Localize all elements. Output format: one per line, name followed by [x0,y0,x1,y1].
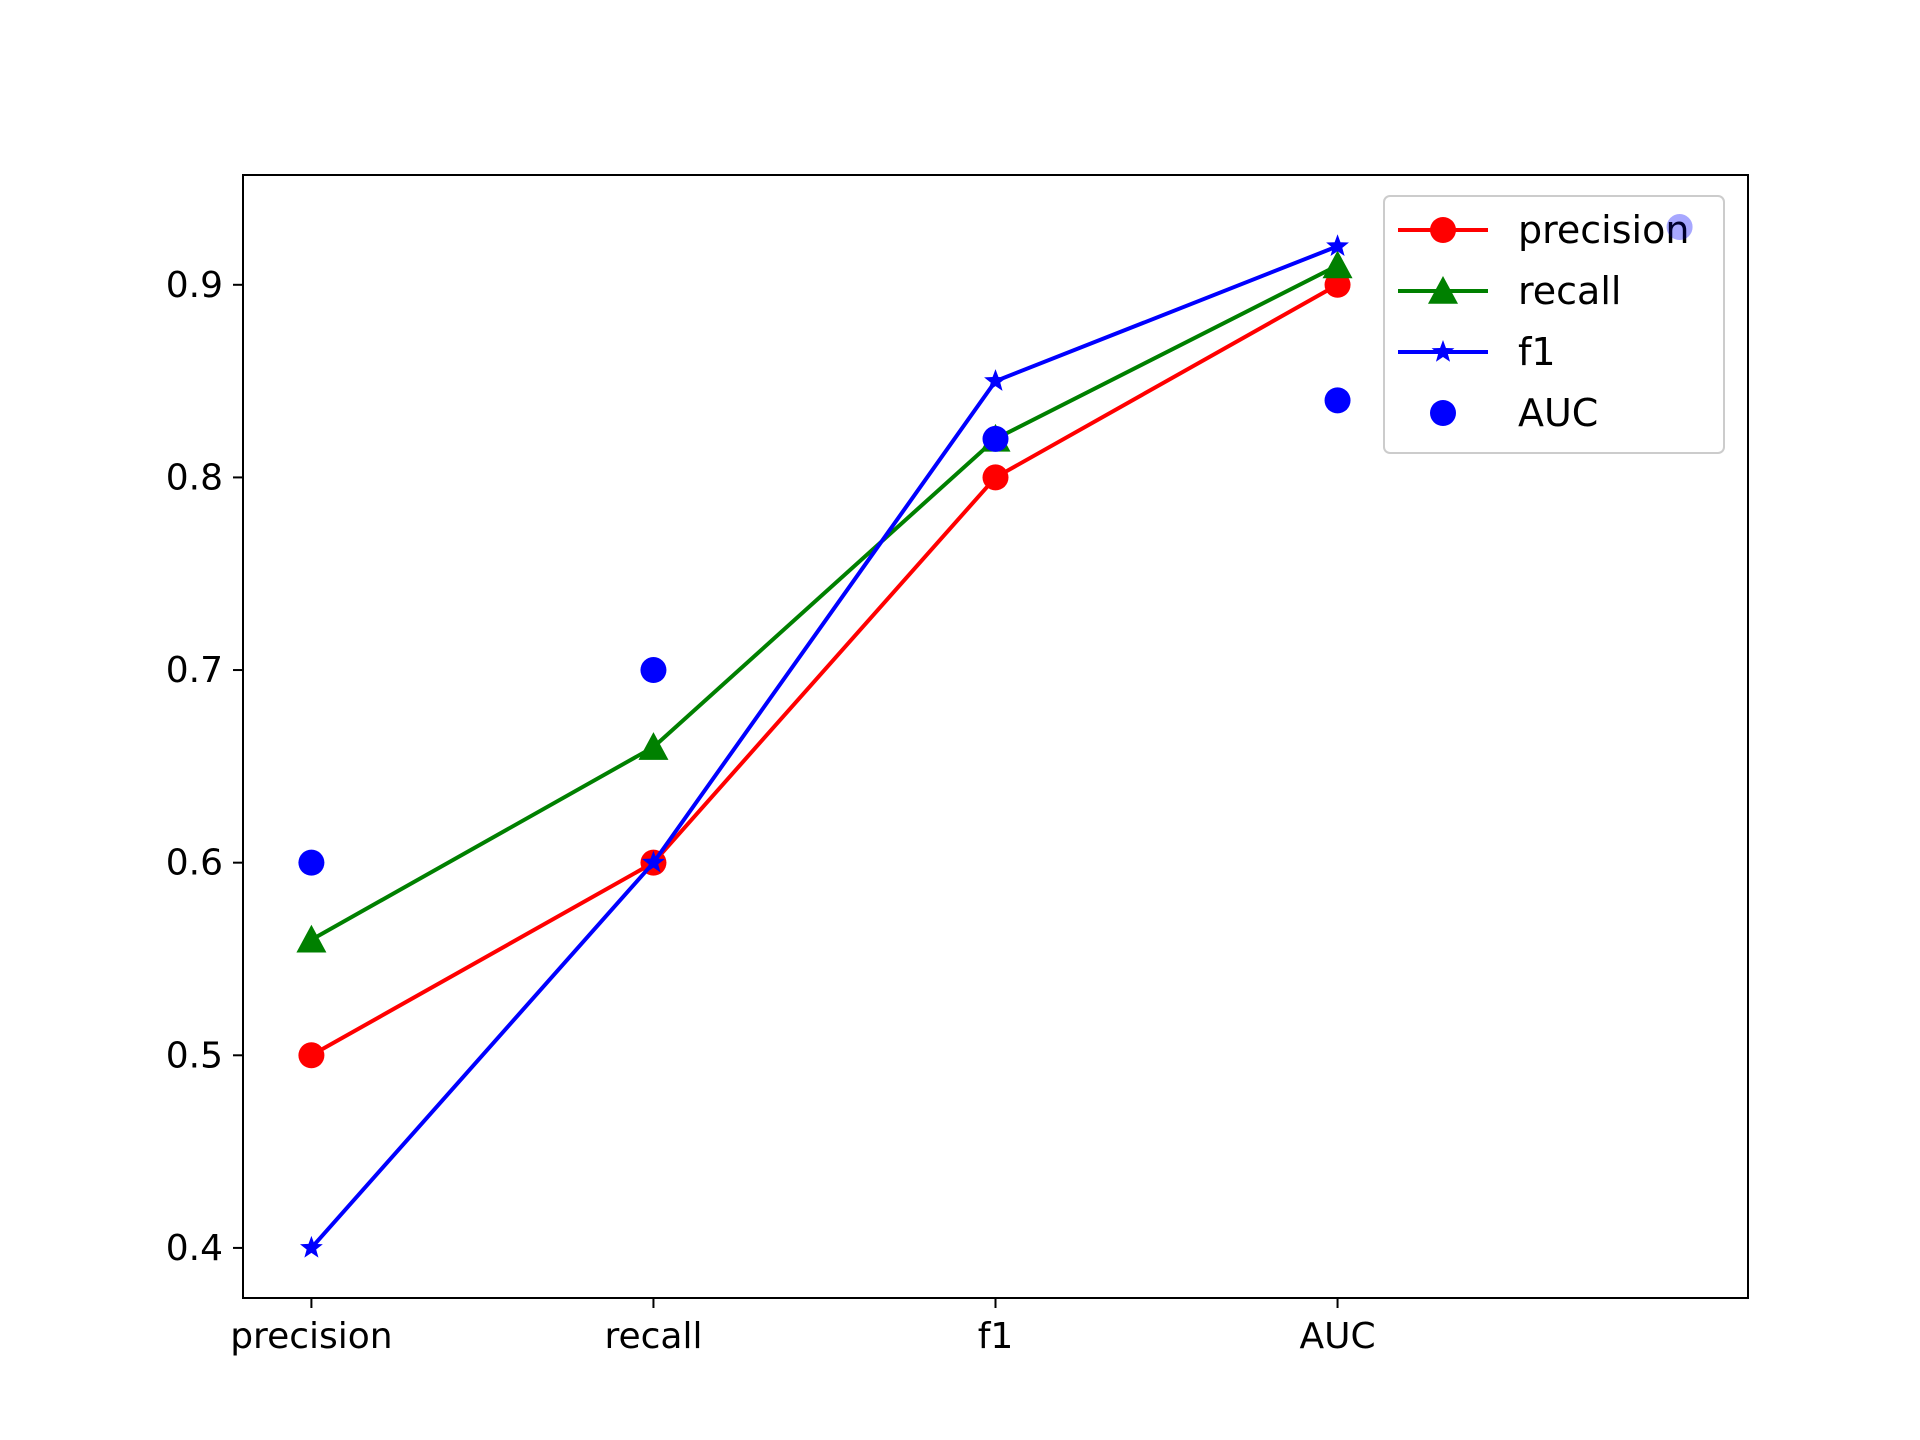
x-tick-label: f1 [978,1316,1014,1357]
legend-marker [1431,340,1455,362]
data-point [300,1235,323,1258]
legend-label: AUC [1518,391,1598,435]
data-point [1326,234,1349,256]
x-tick-label: recall [604,1316,702,1357]
legend-marker [1428,276,1458,304]
data-point [296,924,327,953]
legend-marker [1430,217,1456,243]
data-point [298,1042,325,1069]
legend-item: f1 [1398,330,1556,374]
y-tick-label: 0.6 [166,843,223,884]
data-point [1324,387,1351,414]
legend-item: precision [1398,208,1689,252]
legend-item: AUC [1430,391,1598,435]
y-tick-label: 0.5 [166,1035,223,1076]
x-tick-label: precision [230,1316,392,1357]
series-precision-line [298,271,1351,1069]
series-recall-line [296,250,1353,953]
series-line [310,283,1339,1058]
x-axis: precision recall f1 AUC [230,1298,1376,1357]
legend-label: f1 [1518,330,1556,374]
data-point [638,732,669,760]
legend-label: precision [1518,208,1689,252]
data-point [1324,271,1351,298]
legend: precision recall f1 AUC [1383,195,1725,454]
data-point [298,849,325,876]
legend-item: recall [1398,269,1621,313]
data-point [984,369,1007,391]
legend-label: recall [1518,269,1621,313]
data-point [640,657,667,684]
y-tick-label: 0.8 [166,457,223,498]
data-point [1322,250,1353,279]
legend-marker [1430,400,1456,426]
data-point [642,850,665,873]
data-point-under-legend [1666,214,1693,241]
y-tick-label: 0.7 [166,650,223,691]
y-axis: 0.4 0.5 0.6 0.7 0.8 0.9 [166,265,243,1269]
y-tick-label: 0.4 [166,1228,223,1269]
series-line [310,263,1339,942]
data-point [982,425,1009,452]
legend-box [1383,195,1725,454]
series-f1-line [300,234,1349,1258]
series-line [309,244,1339,1250]
x-tick-label: AUC [1299,1316,1375,1357]
y-tick-label: 0.9 [166,265,223,306]
data-point [982,464,1009,491]
